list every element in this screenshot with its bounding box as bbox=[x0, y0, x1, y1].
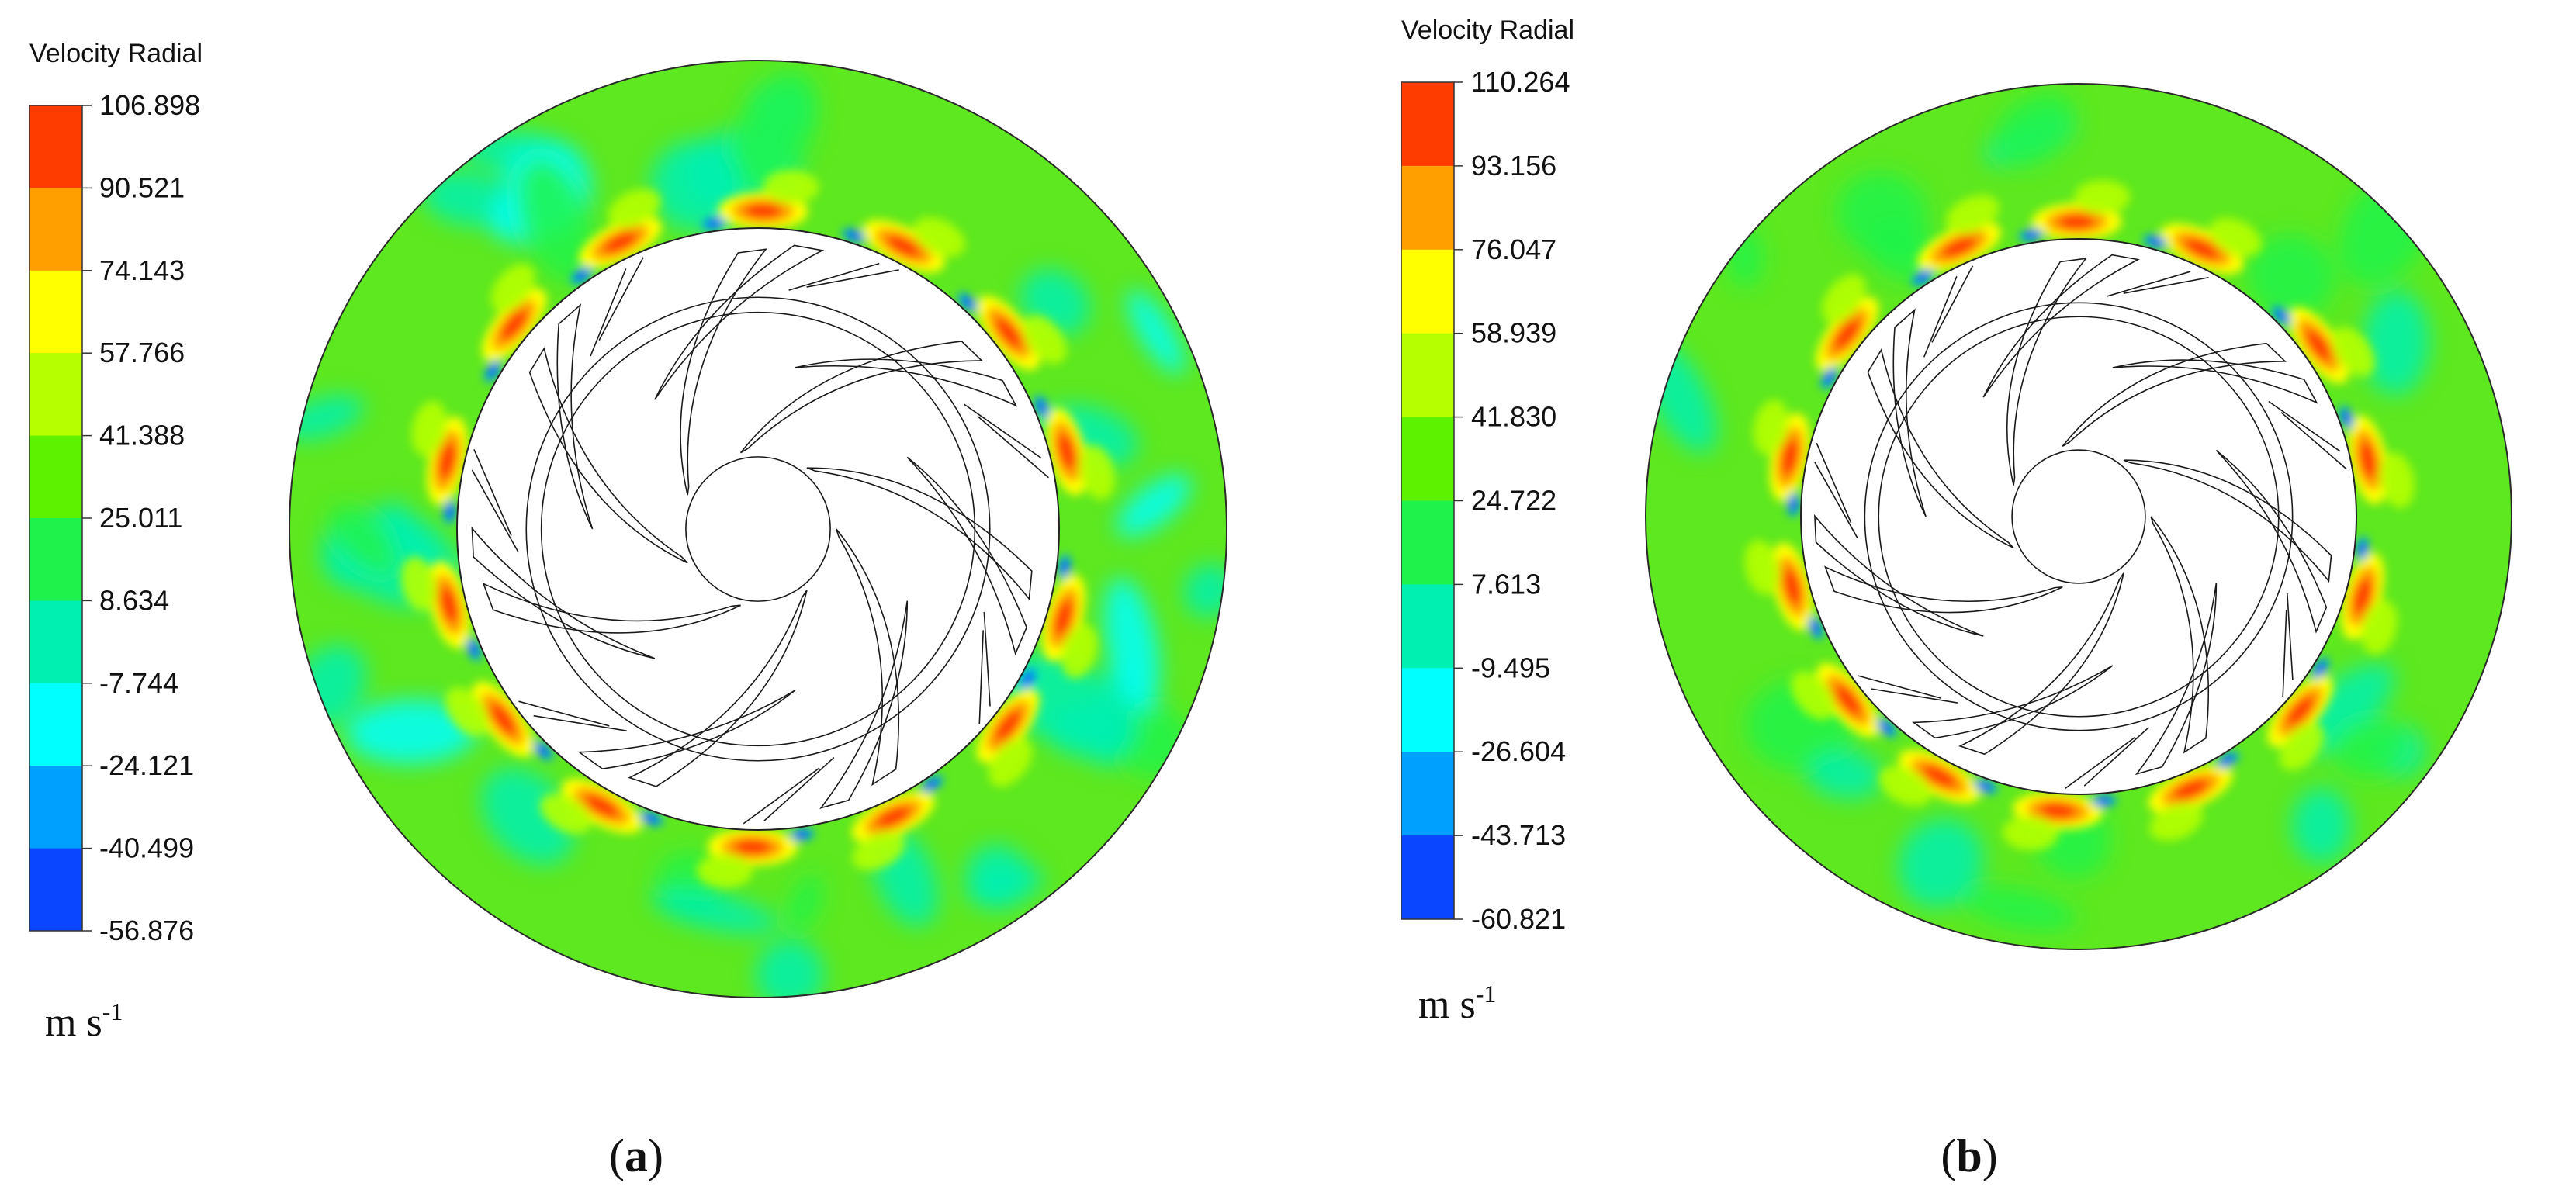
legend-value: -60.821 bbox=[1471, 903, 1566, 935]
legend-swatch bbox=[1401, 500, 1454, 585]
legend-swatch bbox=[29, 188, 82, 271]
legend-swatch bbox=[1401, 584, 1454, 669]
panel-b: Velocity Radial 110.264 93.156 76.047 58.93… bbox=[1401, 16, 2512, 1181]
legend-value: 25.011 bbox=[99, 502, 182, 534]
legend-labels-b: 110.264 93.156 76.047 58.939 41.830 24.722 7.6… bbox=[1454, 66, 1570, 935]
impeller-blades bbox=[1813, 254, 2347, 790]
unit-label-a: m s-1 bbox=[45, 998, 123, 1045]
legend-title-b: Velocity Radial bbox=[1401, 16, 1574, 45]
impeller-disc bbox=[456, 227, 1060, 831]
legend-labels-a: 106.898 90.521 74.143 57.766 41.388 25.011 8.6… bbox=[82, 89, 200, 946]
impeller-disc bbox=[1800, 238, 2357, 795]
legend-swatch bbox=[1401, 249, 1454, 334]
legend-swatch bbox=[29, 600, 82, 684]
legend-value: 41.830 bbox=[1471, 401, 1556, 433]
legend-swatch bbox=[29, 105, 82, 188]
impeller-blades bbox=[471, 244, 1049, 825]
legend-swatch bbox=[1401, 752, 1454, 836]
legend-value: 90.521 bbox=[99, 171, 185, 203]
legend-value: 58.939 bbox=[1471, 317, 1556, 349]
legend-value: -24.121 bbox=[99, 749, 194, 781]
legend-value: -40.499 bbox=[99, 832, 194, 864]
panel-a: Velocity Radial 106.898 90.521 74.143 57.76… bbox=[29, 39, 1227, 1181]
legend-swatch bbox=[1401, 165, 1454, 251]
legend-swatch bbox=[29, 848, 82, 932]
legend-colorbar-b bbox=[1401, 81, 1455, 920]
legend-swatch bbox=[29, 518, 82, 601]
legend-value: -7.744 bbox=[99, 667, 178, 699]
volute-outline bbox=[289, 60, 1227, 998]
legend-swatch bbox=[29, 435, 82, 519]
legend-swatch bbox=[1401, 835, 1454, 920]
legend-value: -56.876 bbox=[99, 915, 194, 946]
legend-value: 41.388 bbox=[99, 420, 185, 451]
legend-swatch bbox=[1401, 333, 1454, 418]
legend-value: 8.634 bbox=[99, 584, 169, 616]
legend-value: 106.898 bbox=[99, 89, 200, 121]
legend-swatch bbox=[1401, 82, 1454, 167]
legend-swatch bbox=[29, 353, 82, 437]
legend-swatch bbox=[1401, 417, 1454, 501]
caption-a: (a) bbox=[609, 1130, 663, 1181]
legend-value: 76.047 bbox=[1471, 233, 1556, 265]
legend-value: 7.613 bbox=[1471, 568, 1541, 600]
legend-value: 24.722 bbox=[1471, 485, 1556, 517]
contour-plot-b bbox=[1645, 83, 2512, 950]
legend-swatch bbox=[29, 683, 82, 766]
volute-outline bbox=[1645, 83, 2512, 950]
legend-value: -9.495 bbox=[1471, 652, 1550, 683]
legend-value: -43.713 bbox=[1471, 819, 1566, 851]
legend-value: 93.156 bbox=[1471, 150, 1556, 182]
legend-swatch bbox=[1401, 668, 1454, 752]
legend-title-a: Velocity Radial bbox=[29, 39, 203, 68]
legend-swatch bbox=[29, 270, 82, 354]
legend-value: 57.766 bbox=[99, 337, 185, 368]
velocity-field bbox=[1646, 84, 2512, 949]
legend-colorbar-a bbox=[29, 105, 83, 932]
legend-swatch bbox=[29, 766, 82, 849]
legend-value: 110.264 bbox=[1471, 66, 1570, 98]
unit-label-b: m s-1 bbox=[1418, 980, 1496, 1027]
caption-b: (b) bbox=[1941, 1130, 1997, 1181]
contour-plot-a bbox=[289, 60, 1227, 998]
legend-value: -26.604 bbox=[1471, 735, 1566, 767]
legend-value: 74.143 bbox=[99, 254, 185, 286]
